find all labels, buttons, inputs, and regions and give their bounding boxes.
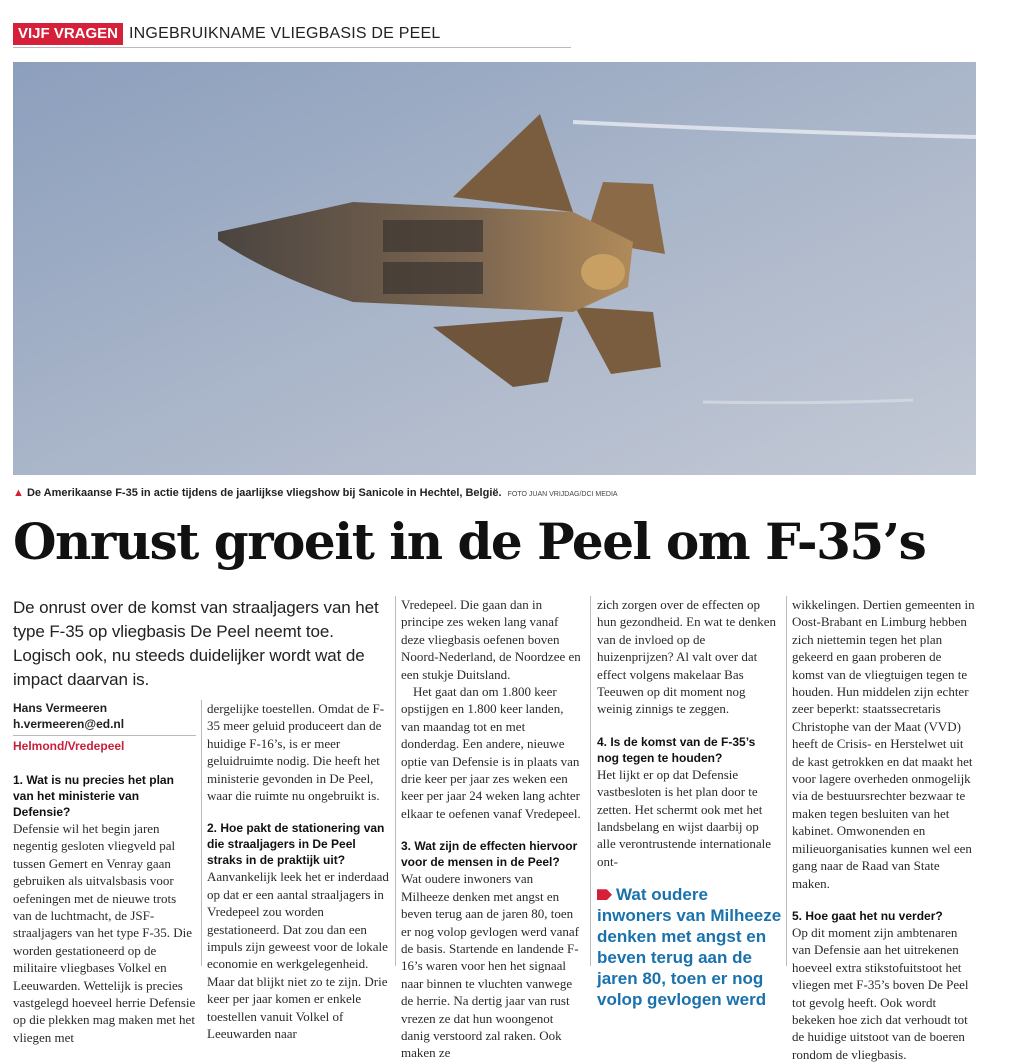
body-paragraph: Aanvankelijk leek het er inderdaad op da… [207,869,389,1042]
body-paragraph: dergelijke toestellen. Omdat de F-35 mee… [207,701,385,804]
question-heading: 1. Wat is nu precies het plan van het mi… [13,773,174,819]
body-paragraph: Op dit moment zijn ambtenaren van Defens… [792,924,969,1062]
column-divider [201,700,202,966]
column-4: zich zorgen over de effecten op hun gezo… [597,596,782,1010]
author-name: Hans Vermeeren [13,701,108,715]
column-divider [590,596,591,966]
f35-jet [218,114,665,387]
quote-arrow-icon [597,889,612,901]
caption-text: De Amerikaanse F-35 in actie tijdens de … [26,487,502,499]
body-paragraph: Vredepeel. Die gaan dan in principe zes … [401,597,581,682]
lead-paragraph: De onrust over de komst van straaljagers… [13,598,379,689]
section-title: INGEBRUIKNAME VLIEGBASIS DE PEEL [129,25,441,42]
section-kicker: VIJF VRAGEN [13,23,124,45]
headline: Onrust groeit in de Peel om F-35’s [13,512,927,571]
column-2: dergelijke toestellen. Omdat de F-35 mee… [207,700,390,1043]
dateline-location: Helmond/Vredepeel [13,735,196,754]
body-paragraph: Defensie wil het begin jaren negentig ge… [13,821,196,1045]
question-heading: 2. Hoe pakt de stationering van die stra… [207,821,385,868]
photo-credit: FOTO JUAN VRIJDAG/DCI MEDIA [507,491,618,498]
body-paragraph: wikkelingen. Dertien gemeenten in Oost-B… [792,597,975,891]
author-email[interactable]: h.vermeeren@ed.nl [13,717,125,731]
question-heading: 5. Hoe gaat het nu verder? [792,908,943,923]
article-photo [13,62,976,475]
column-5: wikkelingen. Dertien gemeenten in Oost-B… [792,596,975,1063]
body-paragraph: Wat oudere inwoners van Milheeze denken … [401,871,579,1061]
byline: Hans Vermeeren h.vermeeren@ed.nl Helmond… [13,700,196,754]
photo-caption: ▲ De Amerikaanse F-35 in actie tijdens d… [13,487,618,499]
caption-triangle-icon: ▲ [13,487,24,499]
question-heading: 4. Is de komst van de F-35’s nog tegen t… [597,734,756,765]
body-paragraph: zich zorgen over de effecten op hun gezo… [597,597,777,717]
body-paragraph: Het lijkt er op dat Defensie vastbeslote… [597,766,771,869]
pull-quote-text: Wat oudere inwoners van Milheeze denken … [597,885,782,1010]
body-paragraph: Het gaat dan om 1.800 keer opstijgen en … [401,684,581,821]
column-1: 1. Wat is nu precies het plan van het mi… [13,772,196,1046]
column-3: Vredepeel. Die gaan dan in principe zes … [401,596,584,1062]
pull-quote: Wat oudere inwoners van Milheeze denken … [597,884,782,1010]
question-heading: 3. Wat zijn de effecten hiervoor voor de… [401,839,578,870]
column-divider [786,596,787,966]
column-divider [395,596,396,966]
section-header: VIJF VRAGEN INGEBRUIKNAME VLIEGBASIS DE … [13,21,571,48]
